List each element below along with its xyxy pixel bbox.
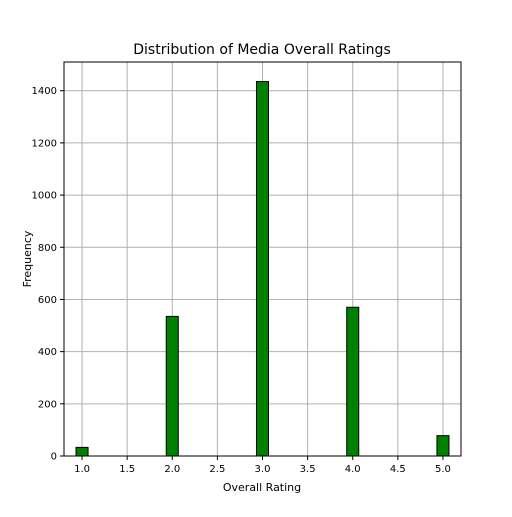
y-axis-label: Frequency	[21, 230, 34, 287]
x-tick-label: 2.5	[209, 464, 225, 475]
y-tick-label: 600	[38, 295, 57, 306]
x-tick-label: 1.0	[74, 464, 90, 475]
x-tick-label: 5.0	[435, 464, 451, 475]
y-tick-label: 0	[51, 452, 57, 463]
x-tick-label: 4.5	[390, 464, 406, 475]
x-tick-label: 3.0	[255, 464, 271, 475]
histogram-bar	[165, 315, 179, 457]
y-axis-ticks: 0 200 400 600 800 1000 1200 1400	[32, 86, 64, 463]
x-tick-label: 2.0	[164, 464, 180, 475]
x-axis-ticks: 1.0 1.5 2.0 2.5 3.0 3.5 4.0 4.5 5.0	[74, 456, 451, 475]
x-tick-label: 3.5	[300, 464, 316, 475]
x-tick-label: 1.5	[119, 464, 135, 475]
x-tick-label: 4.0	[345, 464, 361, 475]
y-tick-label: 800	[38, 243, 57, 254]
histogram-bar	[255, 81, 270, 457]
x-axis-label: Overall Rating	[223, 481, 301, 494]
histogram-bar	[346, 306, 360, 457]
y-tick-label: 1200	[32, 138, 57, 149]
y-tick-label: 1400	[32, 86, 57, 97]
bars	[75, 81, 450, 457]
chart-title: Distribution of Media Overall Ratings	[133, 42, 390, 58]
y-tick-label: 1000	[32, 191, 57, 202]
y-tick-label: 400	[38, 347, 57, 358]
y-tick-label: 200	[38, 399, 57, 410]
histogram-bar	[75, 446, 89, 457]
histogram-bar	[436, 435, 450, 457]
